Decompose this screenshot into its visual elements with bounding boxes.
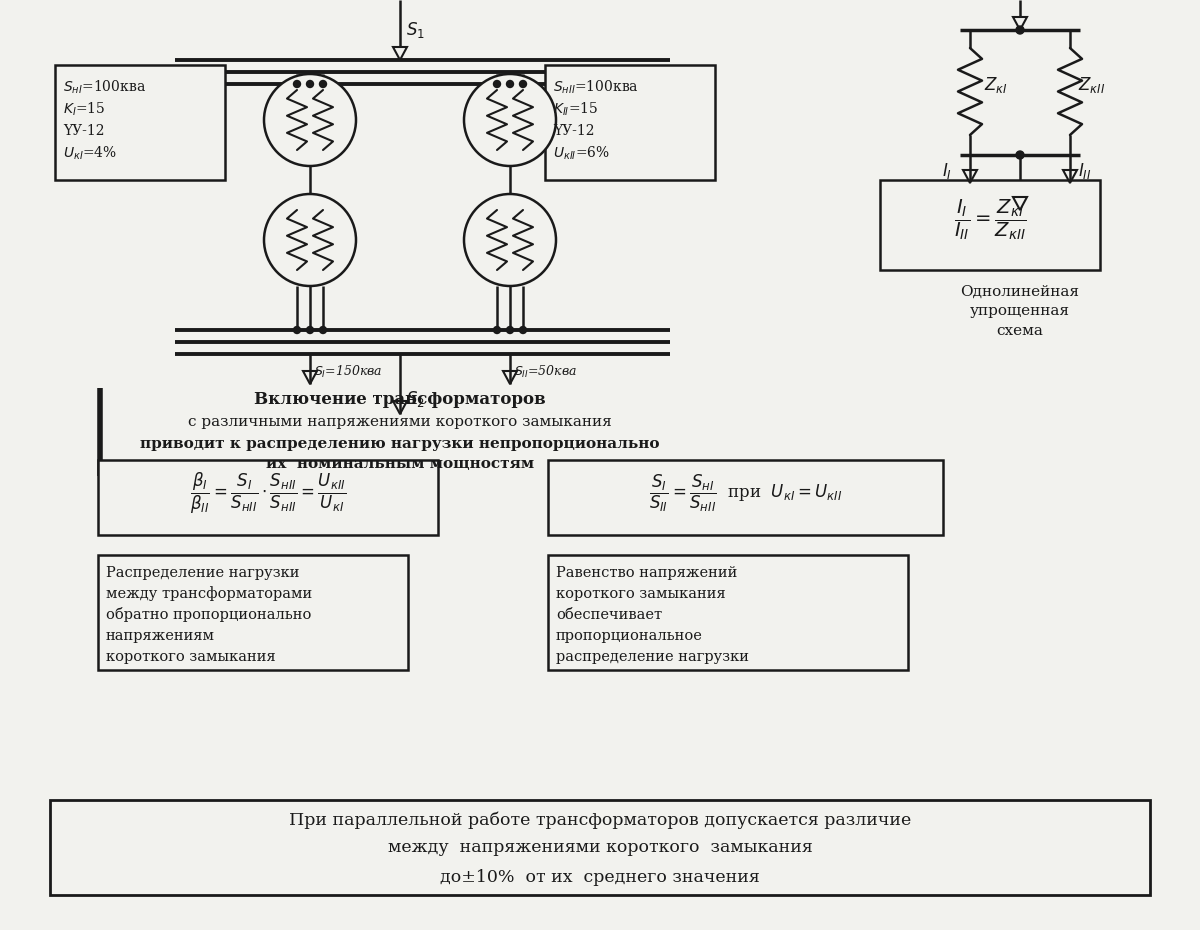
Text: $K_{II}$=15: $K_{II}$=15 [553, 100, 599, 118]
Circle shape [1016, 26, 1024, 34]
Text: $\dfrac{I_I}{I_{II}} = \dfrac{Z_{\kappa I}}{Z_{\kappa II}}$: $\dfrac{I_I}{I_{II}} = \dfrac{Z_{\kappa … [954, 198, 1026, 243]
Text: YУ-12: YУ-12 [553, 124, 594, 138]
Bar [548, 555, 908, 670]
Circle shape [264, 194, 356, 286]
Circle shape [506, 326, 514, 334]
Circle shape [493, 81, 500, 87]
Circle shape [506, 81, 514, 87]
Text: с различными напряжениями короткого замыкания: с различными напряжениями короткого замы… [188, 415, 612, 429]
Text: $\dfrac{S_I}{S_{II}} = \dfrac{S_{нI}}{S_{нII}}$  при  $U_{кI}=U_{кII}$: $\dfrac{S_I}{S_{II}} = \dfrac{S_{нI}}{S_… [649, 472, 842, 514]
Text: Распределение нагрузки: Распределение нагрузки [106, 566, 300, 580]
Circle shape [319, 326, 326, 334]
Circle shape [520, 81, 527, 87]
Circle shape [306, 326, 313, 334]
Text: $Z_{\kappa I}$: $Z_{\kappa I}$ [984, 75, 1008, 95]
Text: распределение нагрузки: распределение нагрузки [556, 650, 749, 664]
Circle shape [493, 326, 500, 334]
Text: $S_1$: $S_1$ [406, 20, 425, 40]
Text: $S_{II}$=50квa: $S_{II}$=50квa [514, 364, 577, 380]
Circle shape [306, 81, 313, 87]
Circle shape [1016, 151, 1024, 159]
Circle shape [319, 81, 326, 87]
Text: При параллельной работе трансформаторов допускается различие: При параллельной работе трансформаторов … [289, 811, 911, 829]
Text: между  напряжениями короткого  замыкания: между напряжениями короткого замыкания [388, 839, 812, 856]
Bar [880, 180, 1100, 270]
Text: $Z_{\kappa II}$: $Z_{\kappa II}$ [1078, 75, 1105, 95]
Circle shape [294, 81, 300, 87]
Text: до±10%  от их  среднего значения: до±10% от их среднего значения [440, 869, 760, 885]
Text: приводит к распределению нагрузки непропорционально: приводит к распределению нагрузки непроп… [140, 437, 660, 451]
Text: $\dfrac{\beta_I}{\beta_{II}} = \dfrac{S_I}{S_{нII}} \cdot \dfrac{S_{нII}}{S_{нII: $\dfrac{\beta_I}{\beta_{II}} = \dfrac{S_… [190, 471, 347, 516]
Circle shape [294, 326, 300, 334]
Text: Включение трансформаторов: Включение трансформаторов [254, 392, 546, 408]
Text: обеспечивает: обеспечивает [556, 608, 662, 622]
Bar [98, 555, 408, 670]
Text: их  номинальным мощностям: их номинальным мощностям [266, 457, 534, 471]
Circle shape [264, 74, 356, 166]
Text: Равенство напряжений: Равенство напряжений [556, 566, 737, 580]
Text: между трансформаторами: между трансформаторами [106, 587, 312, 602]
Bar [545, 65, 715, 180]
Text: напряжениям: напряжениям [106, 629, 215, 643]
Text: короткого замыкания: короткого замыкания [106, 650, 276, 664]
Text: $I_I$: $I_I$ [942, 161, 952, 181]
Text: $U_{кI}$=4%: $U_{кI}$=4% [64, 144, 118, 162]
Bar [50, 800, 1150, 895]
Text: $S_2$: $S_2$ [406, 389, 425, 409]
Text: $I_{II}$: $I_{II}$ [1078, 161, 1092, 181]
Circle shape [464, 194, 556, 286]
Text: $U_{кII}$=6%: $U_{кII}$=6% [553, 144, 610, 162]
Text: $K_I$=15: $K_I$=15 [64, 100, 106, 118]
Circle shape [464, 74, 556, 166]
Bar [548, 460, 943, 535]
Text: YУ-12: YУ-12 [64, 124, 104, 138]
Text: $S_{н I}$=100квa: $S_{н I}$=100квa [64, 78, 146, 96]
Text: $S_{н II}$=100квa: $S_{н II}$=100квa [553, 78, 638, 96]
Text: короткого замыкания: короткого замыкания [556, 587, 726, 601]
Bar [98, 460, 438, 535]
Text: обратно пропорционально: обратно пропорционально [106, 607, 311, 622]
Circle shape [520, 326, 527, 334]
Text: пропорциональное: пропорциональное [556, 629, 703, 643]
Text: $S_I$=150квa: $S_I$=150квa [314, 364, 383, 380]
Text: Однолинейная
упрощенная
схема: Однолинейная упрощенная схема [960, 285, 1080, 338]
Bar [55, 65, 226, 180]
